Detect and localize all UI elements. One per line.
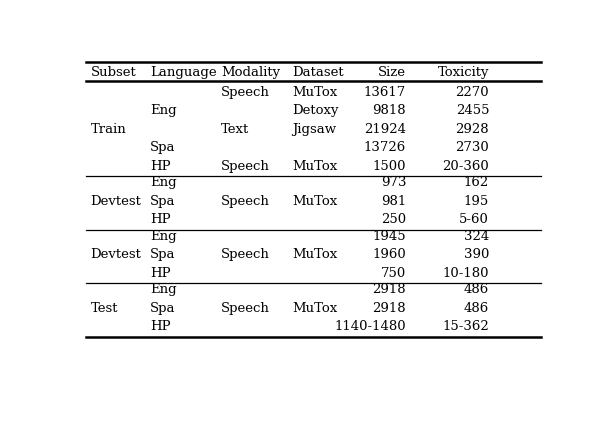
Text: 195: 195 <box>464 195 489 208</box>
Text: Speech: Speech <box>221 248 270 261</box>
Text: 2918: 2918 <box>373 283 406 296</box>
Text: 10-180: 10-180 <box>442 267 489 280</box>
Text: 250: 250 <box>381 213 406 226</box>
Text: Eng: Eng <box>150 176 177 189</box>
Text: Train: Train <box>91 123 127 136</box>
Text: Speech: Speech <box>221 160 270 173</box>
Text: HP: HP <box>150 267 171 280</box>
Text: Spa: Spa <box>150 301 176 315</box>
Text: 162: 162 <box>464 176 489 189</box>
Text: Toxicity: Toxicity <box>438 66 489 79</box>
Text: 324: 324 <box>464 230 489 243</box>
Text: Speech: Speech <box>221 86 270 99</box>
Text: Detoxy: Detoxy <box>293 104 339 117</box>
Text: Devtest: Devtest <box>91 195 141 208</box>
Text: 486: 486 <box>464 301 489 315</box>
Text: Spa: Spa <box>150 141 176 154</box>
Text: Eng: Eng <box>150 104 177 117</box>
Text: HP: HP <box>150 320 171 333</box>
Text: MuTox: MuTox <box>293 248 338 261</box>
Text: MuTox: MuTox <box>293 86 338 99</box>
Text: 15-362: 15-362 <box>442 320 489 333</box>
Text: Spa: Spa <box>150 195 176 208</box>
Text: Speech: Speech <box>221 195 270 208</box>
Text: 13617: 13617 <box>364 86 406 99</box>
Text: 486: 486 <box>464 283 489 296</box>
Text: Subset: Subset <box>91 66 136 79</box>
Text: 1140-1480: 1140-1480 <box>335 320 406 333</box>
Text: 9818: 9818 <box>373 104 406 117</box>
Text: Speech: Speech <box>221 301 270 315</box>
Text: Eng: Eng <box>150 230 177 243</box>
Text: 981: 981 <box>381 195 406 208</box>
Text: Text: Text <box>221 123 250 136</box>
Text: 20-360: 20-360 <box>442 160 489 173</box>
Text: 2730: 2730 <box>455 141 489 154</box>
Text: 2928: 2928 <box>455 123 489 136</box>
Text: MuTox: MuTox <box>293 301 338 315</box>
Text: Devtest: Devtest <box>91 248 141 261</box>
Text: 390: 390 <box>464 248 489 261</box>
Text: Language: Language <box>150 66 217 79</box>
Text: Modality: Modality <box>221 66 280 79</box>
Text: 973: 973 <box>381 176 406 189</box>
Text: Jigsaw: Jigsaw <box>293 123 337 136</box>
Text: 2270: 2270 <box>455 86 489 99</box>
Text: 1960: 1960 <box>372 248 406 261</box>
Text: MuTox: MuTox <box>293 160 338 173</box>
Text: 21924: 21924 <box>364 123 406 136</box>
Text: Spa: Spa <box>150 248 176 261</box>
Text: 2918: 2918 <box>373 301 406 315</box>
Text: Dataset: Dataset <box>293 66 344 79</box>
Text: 5-60: 5-60 <box>459 213 489 226</box>
Text: 750: 750 <box>381 267 406 280</box>
Text: MuTox: MuTox <box>293 195 338 208</box>
Text: HP: HP <box>150 213 171 226</box>
Text: 2455: 2455 <box>456 104 489 117</box>
Text: Test: Test <box>91 301 118 315</box>
Text: HP: HP <box>150 160 171 173</box>
Text: 1945: 1945 <box>373 230 406 243</box>
Text: Eng: Eng <box>150 283 177 296</box>
Text: 13726: 13726 <box>364 141 406 154</box>
Text: Size: Size <box>378 66 406 79</box>
Text: 1500: 1500 <box>373 160 406 173</box>
